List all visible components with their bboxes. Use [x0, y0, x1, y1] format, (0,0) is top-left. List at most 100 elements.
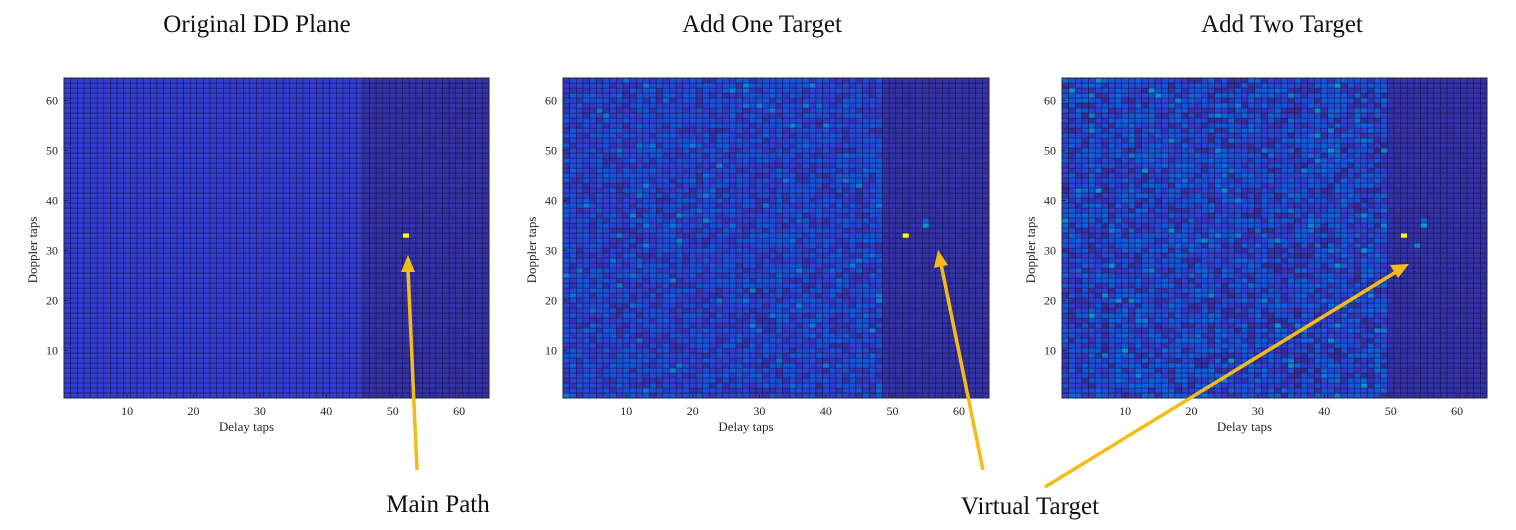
- heatmap-cell: [482, 342, 490, 349]
- heatmap-cell: [63, 337, 71, 344]
- heatmap-cell: [428, 257, 437, 264]
- heatmap-cell: [70, 372, 78, 379]
- heatmap-cell: [562, 292, 570, 299]
- heatmap-cell: [596, 87, 604, 94]
- heatmap-cell: [576, 102, 584, 109]
- heatmap-cell: [296, 372, 304, 379]
- heatmap-cell: [243, 327, 251, 334]
- heatmap-cell: [375, 82, 383, 89]
- heatmap-cell: [209, 257, 217, 264]
- heatmap-cell: [196, 382, 204, 389]
- heatmap-cell: [223, 152, 231, 159]
- heatmap-cell: [103, 187, 111, 194]
- heatmap-cell: [262, 367, 271, 374]
- heatmap-cell: [189, 367, 198, 374]
- heatmap-cell: [83, 147, 91, 154]
- heatmap-cell: [369, 347, 377, 354]
- heatmap-cell: [282, 257, 291, 264]
- heatmap-cell: [589, 237, 597, 244]
- heatmap-cell: [422, 237, 430, 244]
- heatmap-cell: [369, 167, 377, 174]
- heatmap-cell: [130, 357, 138, 364]
- heatmap-cell: [170, 147, 178, 154]
- heatmap-cell: [123, 312, 131, 319]
- heatmap-cell: [635, 252, 644, 259]
- heatmap-cell: [342, 197, 350, 204]
- heatmap-cell: [635, 302, 644, 309]
- heatmap-cell: [389, 337, 397, 344]
- heatmap-cell: [475, 332, 483, 339]
- heatmap-cell: [462, 162, 470, 169]
- heatmap-cell: [83, 162, 91, 169]
- heatmap-cell: [289, 92, 297, 99]
- heatmap-cell: [349, 252, 357, 259]
- heatmap-cell: [409, 112, 417, 119]
- heatmap-cell: [96, 137, 105, 144]
- heatmap-cell: [96, 202, 105, 209]
- heatmap-cell: [382, 337, 390, 344]
- heatmap-cell: [582, 187, 590, 194]
- heatmap-cell: [150, 132, 158, 139]
- heatmap-cell: [136, 362, 144, 369]
- heatmap-cell: [143, 317, 151, 324]
- heatmap-cell: [415, 92, 423, 99]
- heatmap-cell: [176, 337, 184, 344]
- heatmap-cell: [309, 197, 317, 204]
- heatmap-cell: [582, 377, 590, 384]
- heatmap-cell: [63, 217, 71, 224]
- heatmap-cell: [289, 247, 297, 254]
- heatmap-cell: [462, 257, 470, 264]
- heatmap-cell: [482, 202, 490, 209]
- heatmap-cell: [569, 287, 577, 294]
- heatmap-cell: [562, 267, 570, 274]
- heatmap-cell: [96, 342, 105, 349]
- heatmap-cell: [395, 277, 403, 284]
- heatmap-cell: [428, 232, 437, 239]
- heatmap-cell: [229, 277, 237, 284]
- heatmap-cell: [569, 92, 577, 99]
- heatmap-cell: [362, 372, 370, 379]
- heatmap-cell: [609, 102, 617, 109]
- heatmap-cell: [123, 247, 131, 254]
- heatmap-cell: [236, 367, 244, 374]
- heatmap-cell: [269, 97, 277, 104]
- heatmap-cell: [269, 77, 277, 84]
- heatmap-cell: [342, 312, 350, 319]
- heatmap-cell: [90, 212, 98, 219]
- heatmap-cell: [422, 202, 430, 209]
- heatmap-cell: [229, 107, 237, 114]
- heatmap-cell: [435, 257, 443, 264]
- heatmap-cell: [143, 192, 151, 199]
- heatmap-cell: [130, 132, 138, 139]
- heatmap-cell: [642, 367, 650, 374]
- heatmap-cell: [435, 302, 443, 309]
- heatmap-cell: [562, 337, 570, 344]
- heatmap-cell: [342, 387, 350, 394]
- heatmap-cell: [329, 97, 337, 104]
- heatmap-cell: [262, 112, 271, 119]
- heatmap-cell: [63, 162, 71, 169]
- heatmap-cell: [622, 362, 630, 369]
- heatmap-cell: [269, 172, 277, 179]
- heatmap-cell: [422, 307, 430, 314]
- heatmap-cell: [329, 112, 337, 119]
- heatmap-cell: [77, 357, 85, 364]
- heatmap-cell: [589, 157, 597, 164]
- heatmap-cell: [243, 247, 251, 254]
- heatmap-cell: [616, 292, 624, 299]
- heatmap-cell: [216, 357, 224, 364]
- heatmap-cell: [362, 247, 370, 254]
- heatmap-cell: [329, 277, 337, 284]
- heatmap-cell: [349, 372, 357, 379]
- heatmap-cell: [170, 187, 178, 194]
- heatmap-cell: [223, 197, 231, 204]
- heatmap-cell: [589, 307, 597, 314]
- heatmap-cell: [389, 387, 397, 394]
- heatmap-cell: [415, 122, 423, 129]
- heatmap-cell: [103, 142, 111, 149]
- heatmap-cell: [602, 112, 610, 119]
- heatmap-cell: [143, 322, 151, 329]
- heatmap-cell: [442, 272, 450, 279]
- heatmap-cell: [136, 102, 144, 109]
- heatmap-cell: [143, 312, 151, 319]
